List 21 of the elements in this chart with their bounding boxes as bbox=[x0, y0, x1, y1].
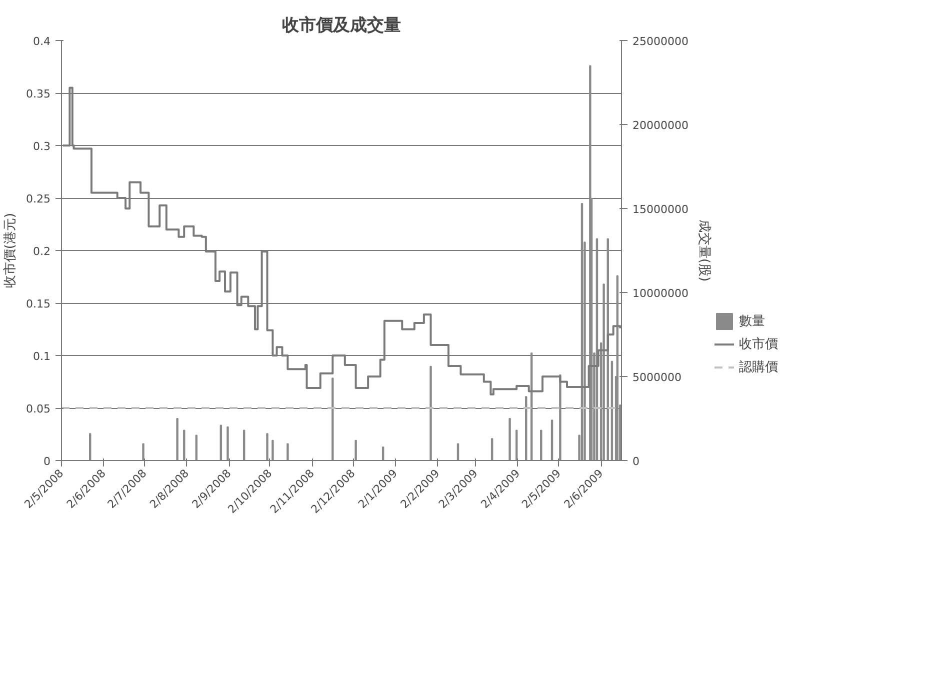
y2-tick-label: 0 bbox=[632, 455, 640, 468]
y-tick-label: 0.2 bbox=[33, 245, 51, 258]
y2-tick-label: 25000000 bbox=[632, 35, 688, 48]
y-axis-title: 收市價(港元) bbox=[3, 212, 18, 288]
y-tick-label: 0.3 bbox=[33, 140, 51, 153]
y-tick-label: 0 bbox=[44, 455, 50, 468]
legend-label: 數量 bbox=[739, 313, 765, 330]
legend-label: 收市價 bbox=[739, 336, 778, 353]
y2-tick-label: 15000000 bbox=[632, 203, 688, 216]
y-tick-label: 0.25 bbox=[26, 192, 51, 206]
chart-title: 收市價及成交量 bbox=[282, 16, 401, 36]
y2-axis-title: 成交量(股) bbox=[696, 219, 712, 282]
legend-label: 認購價 bbox=[739, 359, 778, 376]
y2-tick-label: 20000000 bbox=[632, 119, 688, 132]
y2-tick-label: 10000000 bbox=[632, 287, 688, 300]
y2-tick-label: 5000000 bbox=[632, 371, 682, 384]
y-tick-label: 0.35 bbox=[26, 88, 51, 100]
y-tick-label: 0.05 bbox=[26, 402, 51, 416]
y-tick-label: 0.15 bbox=[26, 298, 51, 310]
y-tick-label: 0.1 bbox=[33, 350, 51, 363]
y-tick-label: 0.4 bbox=[33, 35, 51, 48]
